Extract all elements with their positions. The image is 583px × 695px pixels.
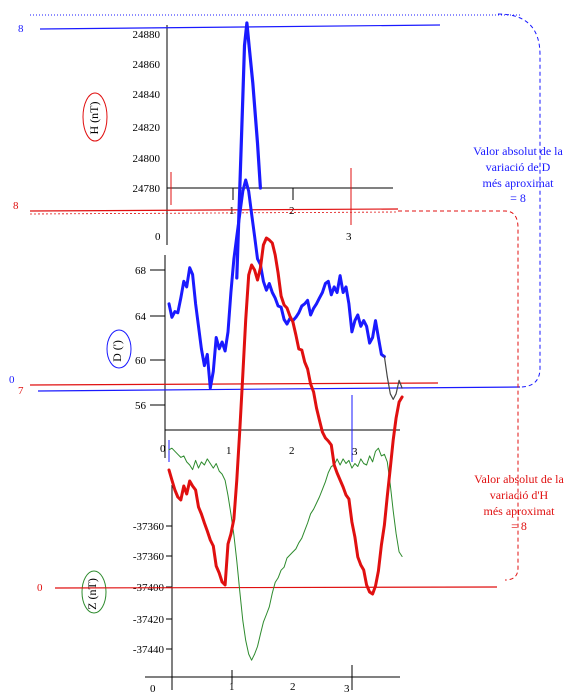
red-max-reference-line [29,208,399,212]
h-series-line [235,21,262,280]
h-y-label: H (nT) [87,102,101,135]
red-min-reference-line [54,586,498,589]
h-note-line: Valor absolut de la [474,472,564,486]
z-x-tick: 3 [344,683,350,695]
z-x-tick: 0 [150,683,156,695]
z-panel: -37360 -37360 -37400 -37420 -37440 0 1 2… [81,485,400,695]
h-range-bracket [398,210,519,581]
d-y-tick: 56 [135,400,147,412]
red-overlay-line [167,236,404,596]
h-panel: 24880 24860 24840 24820 24800 24780 0 1 … [82,25,393,245]
h-y-tick: 24860 [133,59,161,71]
z-y-tick: -37360 [133,551,165,563]
d-note-line: variació de D [486,160,551,174]
h-note-line: més aproximat [484,504,556,518]
h-y-tick: 24880 [133,29,161,41]
d-x-tick: 3 [352,446,358,458]
d-range-bracket [497,13,541,388]
series-layer [167,21,404,661]
h-y-tick: 24840 [133,89,161,101]
h-max-reference-label: 8 [18,23,24,35]
h-x-tick: 2 [289,205,295,217]
red-max-reference-label: 8 [13,200,19,212]
d-label-oval [106,329,132,369]
blue-min-reference-line [37,386,521,392]
z-y-tick: -37440 [133,644,165,656]
d-series-line [167,178,386,390]
d-x-tick: 2 [289,445,295,457]
d-series-line [383,356,403,400]
d-y-tick: 68 [135,265,147,277]
z-x-tick: 2 [290,681,296,693]
red-min-reference-label: 0 [37,582,43,594]
h-y-tick: 24820 [133,122,161,134]
z-y-label: Z (nT) [85,578,99,610]
z-y-tick: -37420 [133,614,165,626]
red-mid-reference-label: 7 [18,385,24,397]
z-label-oval [81,570,107,614]
d-y-tick: 64 [135,311,147,323]
h-x-tick: 0 [155,231,161,243]
h-note-line: variació d'H [490,488,549,502]
z-y-tick: -37360 [133,521,165,533]
d-note-line: més aproximat [483,176,555,190]
d-panel: 68 64 60 56 0 1 2 3 D (') [106,255,400,462]
blue-min-reference-label: 0 [9,374,15,386]
d-x-tick: 0 [160,443,166,455]
d-variation-note: Valor absolut de la variació de D més ap… [473,144,563,205]
z-series-line [168,447,403,661]
h-x-tick: 3 [346,231,352,243]
h-label-oval [82,92,108,142]
h-max-reference-line [39,24,441,30]
h-variation-note: Valor absolut de la variació d'H més apr… [474,472,564,533]
h-y-tick: 24780 [133,183,161,195]
red-mid-reference-line [29,382,439,386]
d-note-line: = 8 [510,191,526,205]
z-x-tick: 1 [229,681,235,693]
d-note-line: Valor absolut de la [473,144,563,158]
d-x-tick: 1 [226,445,232,457]
d-y-label: D (') [110,340,124,362]
h-y-tick: 24800 [133,153,161,165]
d-y-tick: 60 [135,355,147,367]
h-x-tick: 1 [229,205,235,217]
h-note-line: = 8 [511,519,527,533]
